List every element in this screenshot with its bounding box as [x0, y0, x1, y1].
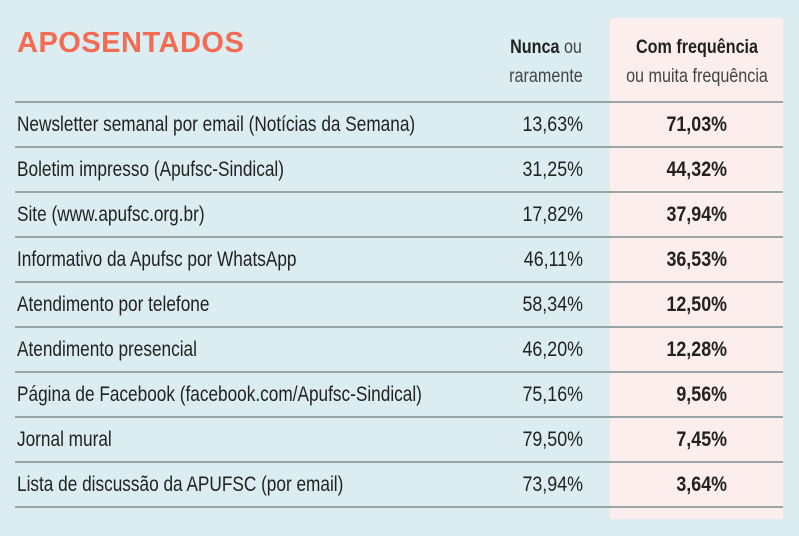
value-never: 79,50%: [522, 428, 583, 451]
table-row: Lista de discussão da APUFSC (por email)…: [15, 461, 783, 508]
header-never-bold: Nunca: [510, 37, 560, 58]
value-never: 46,20%: [522, 338, 583, 361]
row-label: Newsletter semanal por email (Notícias d…: [17, 113, 416, 136]
value-freq: 9,56%: [676, 383, 727, 406]
value-never: 46,11%: [523, 248, 583, 271]
value-never: 73,94%: [522, 473, 583, 496]
table-body: Newsletter semanal por email (Notícias d…: [15, 101, 783, 508]
row-label: Informativo da Apufsc por WhatsApp: [17, 248, 297, 271]
row-label: Jornal mural: [17, 428, 112, 451]
value-freq: 12,28%: [666, 338, 727, 361]
table-title: APOSENTADOS: [17, 27, 245, 59]
header-never-rest1: ou: [563, 37, 582, 58]
table-row: Boletim impresso (Apufsc-Sindical) 31,25%…: [15, 146, 783, 191]
row-label: Boletim impresso (Apufsc-Sindical): [17, 158, 284, 181]
value-freq: 12,50%: [666, 293, 727, 316]
row-label: Página de Facebook (facebook.com/Apufsc-…: [17, 383, 422, 406]
header-freq-bold: Com frequência: [635, 37, 759, 58]
header-never: Nunca ou raramente: [497, 33, 596, 91]
value-never: 13,63%: [522, 113, 583, 136]
row-label: Lista de discussão da APUFSC (por email): [17, 473, 344, 496]
row-label: Atendimento presencial: [17, 338, 197, 361]
table-row: Atendimento por telefone 58,34% 12,50%: [15, 281, 783, 326]
value-freq: 7,45%: [676, 428, 727, 451]
row-label: Site (www.apufsc.org.br): [17, 203, 205, 226]
value-never: 58,34%: [522, 293, 583, 316]
table-row: Newsletter semanal por email (Notícias d…: [15, 101, 783, 146]
table-row: Site (www.apufsc.org.br) 17,82% 37,94%: [15, 191, 783, 236]
value-never: 17,82%: [522, 203, 583, 226]
value-freq: 3,64%: [676, 473, 727, 496]
row-label: Atendimento por telefone: [17, 293, 210, 316]
table-row: Atendimento presencial 46,20% 12,28%: [15, 326, 783, 371]
table-row: Página de Facebook (facebook.com/Apufsc-…: [15, 371, 783, 416]
header-freq-rest: ou muita frequência: [626, 66, 768, 87]
header-never-rest2: raramente: [509, 66, 583, 87]
header-freq: Com frequência ou muita frequência: [613, 33, 781, 91]
value-freq: 44,32%: [666, 158, 727, 181]
value-freq: 36,53%: [666, 248, 727, 271]
table-row: Informativo da Apufsc por WhatsApp 46,11%…: [15, 236, 783, 281]
table-row: Jornal mural 79,50% 7,45%: [15, 416, 783, 461]
value-never: 31,25%: [522, 158, 583, 181]
value-freq: 37,94%: [666, 203, 727, 226]
value-never: 75,16%: [522, 383, 583, 406]
value-freq: 71,03%: [666, 113, 727, 136]
